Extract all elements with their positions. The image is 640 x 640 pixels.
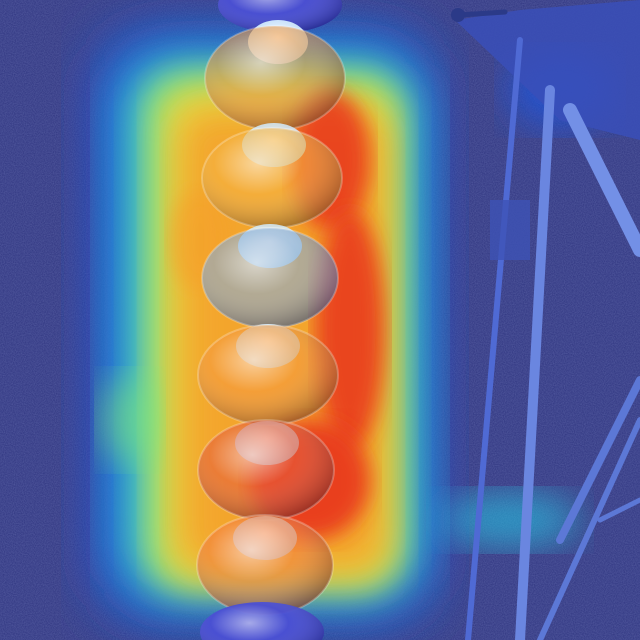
- insulator-string: [196, 0, 346, 640]
- tower-structure: [451, 0, 640, 640]
